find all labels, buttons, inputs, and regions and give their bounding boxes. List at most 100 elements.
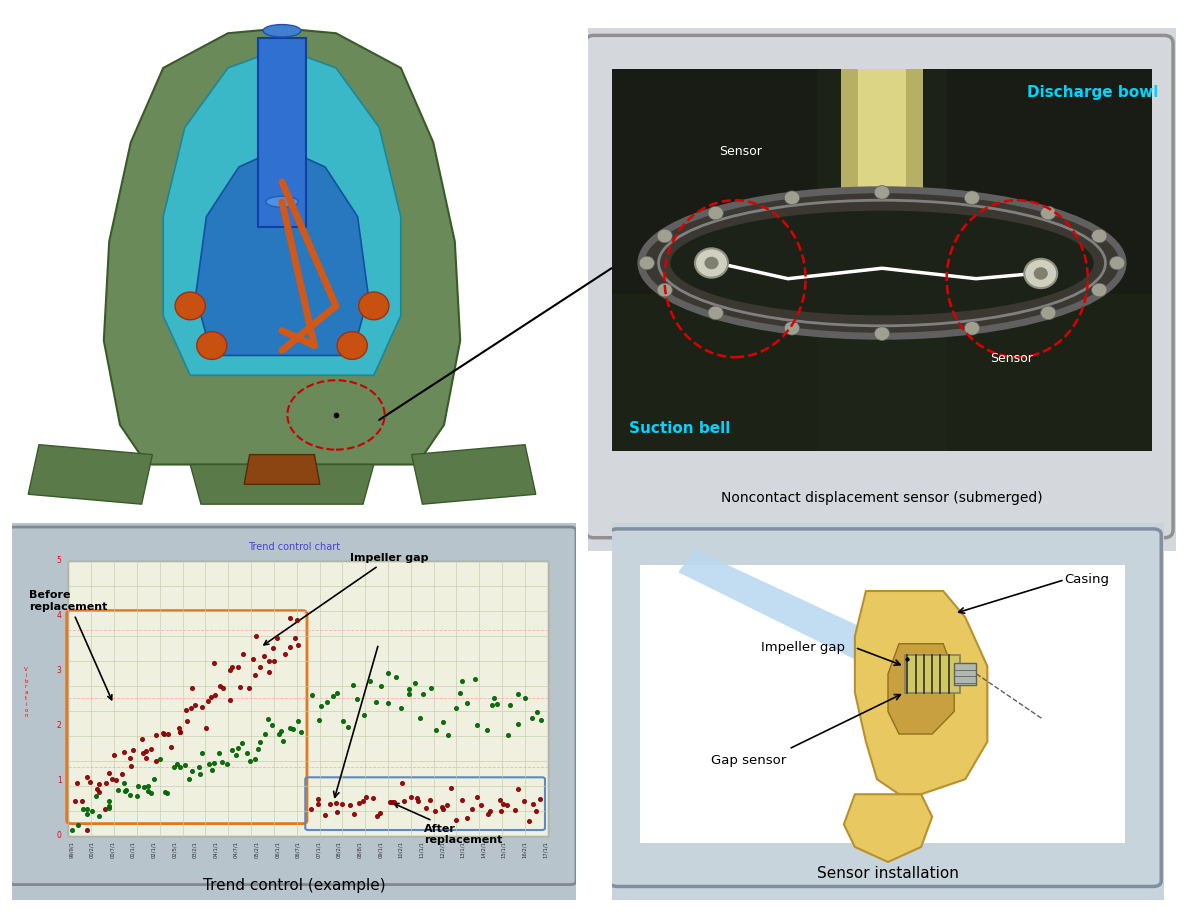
Point [175, 758, 194, 773]
Point [77, 823, 96, 837]
Point [100, 766, 119, 780]
Circle shape [197, 331, 227, 360]
Point [161, 740, 180, 755]
Text: 00/2/1: 00/2/1 [89, 841, 95, 858]
Point [78, 801, 97, 816]
Text: Gap sensor: Gap sensor [712, 754, 787, 767]
Point [182, 681, 202, 696]
Point [364, 790, 383, 805]
Point [426, 723, 445, 738]
Circle shape [658, 230, 672, 242]
Point [246, 628, 265, 643]
Point [90, 777, 109, 791]
Point [379, 666, 398, 680]
Bar [905, 655, 960, 692]
Point [392, 776, 412, 790]
Point [383, 794, 402, 809]
Point [356, 790, 376, 805]
Text: 02/1/1: 02/1/1 [151, 841, 156, 858]
Point [133, 745, 152, 760]
Bar [68, 561, 547, 835]
Point [532, 712, 551, 727]
Point [283, 722, 302, 736]
Point [391, 700, 410, 715]
Ellipse shape [263, 25, 301, 37]
Point [230, 679, 250, 694]
Point [479, 806, 498, 821]
Point [446, 700, 466, 715]
Text: 0: 0 [56, 831, 61, 840]
Point [180, 772, 199, 787]
Text: 06/1/1: 06/1/1 [275, 841, 280, 858]
Point [90, 809, 109, 823]
Text: 05/2/1: 05/2/1 [254, 841, 259, 858]
Point [343, 677, 362, 692]
Point [466, 672, 485, 687]
Point [80, 775, 100, 789]
Point [420, 792, 439, 807]
Text: 14/2/1: 14/2/1 [481, 841, 486, 858]
Polygon shape [678, 550, 922, 681]
Polygon shape [854, 591, 988, 794]
Ellipse shape [641, 190, 1123, 336]
Point [139, 783, 158, 798]
Point [142, 786, 161, 800]
Point [269, 727, 288, 742]
Circle shape [1040, 307, 1056, 319]
Point [402, 789, 421, 804]
Point [146, 728, 166, 743]
Point [158, 727, 178, 742]
Text: 1: 1 [56, 777, 61, 785]
Point [467, 717, 486, 732]
Point [68, 818, 88, 833]
Point [516, 691, 535, 706]
Point [197, 721, 216, 735]
Point [368, 809, 388, 823]
Point [457, 811, 476, 825]
Point [256, 727, 275, 742]
Point [302, 688, 322, 702]
Point [452, 793, 472, 808]
Point [212, 755, 232, 769]
Point [432, 800, 451, 814]
Bar [947, 70, 1152, 452]
Point [229, 660, 248, 675]
Point [114, 776, 133, 790]
Point [192, 745, 211, 760]
Point [203, 763, 222, 778]
Point [154, 725, 173, 740]
Point [438, 727, 457, 742]
Text: Sensor: Sensor [720, 145, 762, 158]
FancyBboxPatch shape [10, 527, 576, 885]
Polygon shape [163, 48, 401, 375]
Circle shape [708, 207, 724, 219]
Point [226, 747, 245, 762]
Point [145, 772, 164, 787]
Point [134, 779, 154, 794]
Point [433, 801, 452, 816]
Bar [612, 70, 817, 452]
Point [457, 696, 476, 711]
Point [222, 660, 241, 675]
Point [210, 678, 229, 693]
Circle shape [337, 331, 367, 360]
Point [478, 722, 497, 737]
Point [170, 724, 190, 739]
Text: 08/2/1: 08/2/1 [336, 841, 342, 858]
Point [308, 797, 328, 812]
Point [100, 800, 119, 814]
Point [178, 713, 197, 728]
Circle shape [785, 191, 799, 205]
Circle shape [658, 284, 672, 297]
Point [334, 713, 353, 728]
Text: 11/1/1: 11/1/1 [419, 841, 424, 858]
Point [113, 767, 132, 781]
Ellipse shape [671, 210, 1093, 316]
Point [408, 793, 427, 808]
Text: Before
replacement: Before replacement [29, 590, 112, 700]
Circle shape [1110, 256, 1124, 270]
Polygon shape [844, 794, 932, 862]
Point [509, 782, 528, 797]
Point [128, 779, 148, 794]
Text: 17/1/1: 17/1/1 [542, 841, 547, 858]
